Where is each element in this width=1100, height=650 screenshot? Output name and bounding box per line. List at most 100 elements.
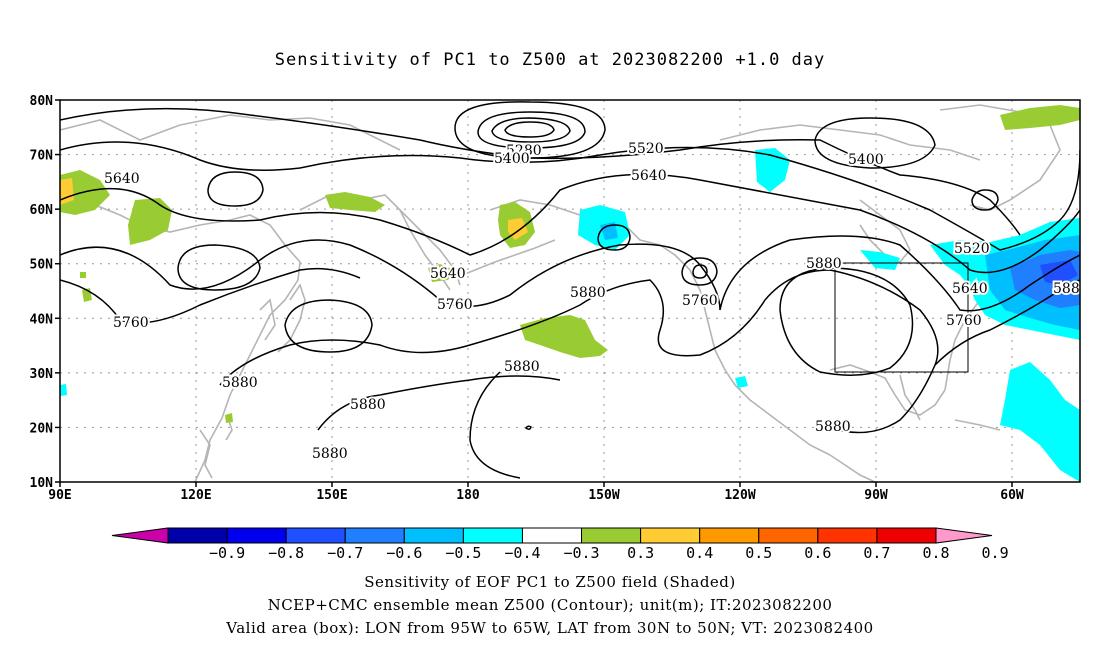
colorbar-box <box>226 527 287 544</box>
lon-label: 150W <box>588 488 619 503</box>
colorbar-box <box>758 527 819 544</box>
lon-label: 120W <box>724 488 755 503</box>
coast-alaska <box>489 199 706 311</box>
colorbar-label: 0.6 <box>804 544 831 562</box>
neg-patch-atlantic-inner <box>1040 260 1078 285</box>
coast-central-america <box>829 454 876 482</box>
contour-5520 <box>60 141 1080 251</box>
lat-label: 20N <box>30 421 54 436</box>
contour-5520-ring <box>207 171 264 207</box>
contour-5640-ring-1 <box>177 244 261 291</box>
neg-patch-alaska-core <box>600 222 618 240</box>
lat-label: 40N <box>30 312 54 327</box>
lat-label: 70N <box>30 149 54 164</box>
colorbar: −0.9 −0.8 −0.7 −0.6 −0.5 −0.4 −0.3 0.3 0.4 0.5 0.6… <box>111 527 1009 562</box>
coast-aleutians <box>454 239 556 279</box>
contour-label: 5640 <box>952 281 988 297</box>
colorbar-box <box>640 527 701 544</box>
contour-5760-ring-inner <box>692 264 708 279</box>
pos-patch-greenland <box>1000 105 1080 130</box>
contour-5880-bermuda <box>779 267 914 376</box>
colorbar-box <box>521 527 583 544</box>
colorbar-box <box>876 527 937 544</box>
colorbar-label: 0.7 <box>863 544 890 562</box>
lat-label: 80N <box>30 94 54 109</box>
lon-label: 180 <box>456 488 480 503</box>
colorbar-label: 0.3 <box>627 544 654 562</box>
contour-label: 5760 <box>437 297 473 313</box>
contour-5280 <box>477 111 586 149</box>
colorbar-box <box>699 527 760 544</box>
contour-label: 5640 <box>631 168 667 184</box>
footer-line-3: Valid area (box): LON from 95W to 65W, L… <box>226 619 874 637</box>
lat-label: 50N <box>30 258 54 273</box>
pos-patch-small-3 <box>80 272 86 278</box>
lon-label: 90E <box>48 488 71 503</box>
contour-5760 <box>60 235 1080 312</box>
footer-line-2: NCEP+CMC ensemble mean Z500 (Contour); u… <box>267 596 833 614</box>
coast-hudson <box>859 199 911 263</box>
contour-label: 5520 <box>954 241 990 257</box>
contour-5640-ring-2 <box>597 224 631 251</box>
coast-japan <box>277 283 306 353</box>
contour-label: 5880 <box>570 285 606 301</box>
contour-5760-ring <box>681 257 718 286</box>
contour-label: 5760 <box>113 315 149 331</box>
contour-label: 5880 <box>504 359 540 375</box>
contour-5880-atl <box>934 279 1080 366</box>
colorbar-box <box>403 527 464 544</box>
contour-5760-west <box>60 267 361 324</box>
pos-patch-pacific <box>520 315 608 358</box>
lat-label: 10N <box>30 476 54 491</box>
coast-arctic-asia <box>60 114 401 151</box>
colorbar-label: −0.5 <box>445 544 481 562</box>
gridlines <box>60 100 1080 482</box>
contour-5880-south <box>469 371 521 479</box>
contour-label: 5880 <box>350 397 386 413</box>
colorbar-label: −0.7 <box>327 544 363 562</box>
contour-5880-main <box>219 269 939 434</box>
footer-line-1: Sensitivity of EOF PC1 to Z500 field (Sh… <box>364 573 736 591</box>
neg-patch-small-2 <box>60 384 67 396</box>
colorbar-label: 0.9 <box>982 544 1009 562</box>
contour-label: 5760 <box>682 293 718 309</box>
lon-label: 120E <box>180 488 211 503</box>
colorbar-label: 0.5 <box>745 544 772 562</box>
colorbar-extend-high <box>935 527 993 544</box>
contour-label: 5880 <box>312 446 348 462</box>
coast-philippines <box>199 429 213 479</box>
pos-patch-central-siberia <box>128 198 172 245</box>
contour-label: 5880 <box>815 419 851 435</box>
colorbar-label: −0.6 <box>386 544 422 562</box>
neg-patch-atlantic-south <box>1000 362 1080 482</box>
colorbar-label: 0.8 <box>922 544 949 562</box>
contour-5280-inner <box>491 117 571 143</box>
colorbar-label: 0.4 <box>686 544 713 562</box>
contour-label: 5280 <box>506 143 542 159</box>
contour-5880-ring-pacific <box>284 299 373 353</box>
chart-title: Sensitivity of PC1 to Z500 at 2023082200… <box>274 50 826 70</box>
coast-arctic-canada <box>719 124 981 161</box>
colorbar-label: −0.9 <box>209 544 245 562</box>
contour-label: 5400 <box>494 151 530 167</box>
pos-patch-small-2 <box>225 413 233 423</box>
contour-5400-labrador <box>814 117 936 169</box>
colorbar-box <box>285 527 346 544</box>
neg-patch-small-1 <box>735 376 748 388</box>
contour-5280-core <box>504 121 555 138</box>
colorbar-label: −0.3 <box>563 544 599 562</box>
map-frame <box>59 99 1081 483</box>
lon-label: 90W <box>864 488 888 503</box>
contour-label: 588 <box>1053 281 1080 297</box>
lon-label: 60W <box>1000 488 1024 503</box>
contour-label: 5640 <box>104 171 140 187</box>
contour-labels: 5280 5400 5400 5520 5520 5640 5640 5640 … <box>102 139 1082 464</box>
colorbar-box <box>167 527 228 544</box>
contour-5400 <box>60 107 1021 236</box>
contour-5640-ring-3 <box>971 189 999 211</box>
colorbar-box <box>817 527 878 544</box>
coast-gulf <box>829 364 946 416</box>
pos-patch-kamchatka <box>428 264 455 282</box>
contour-label: 5520 <box>628 141 664 157</box>
